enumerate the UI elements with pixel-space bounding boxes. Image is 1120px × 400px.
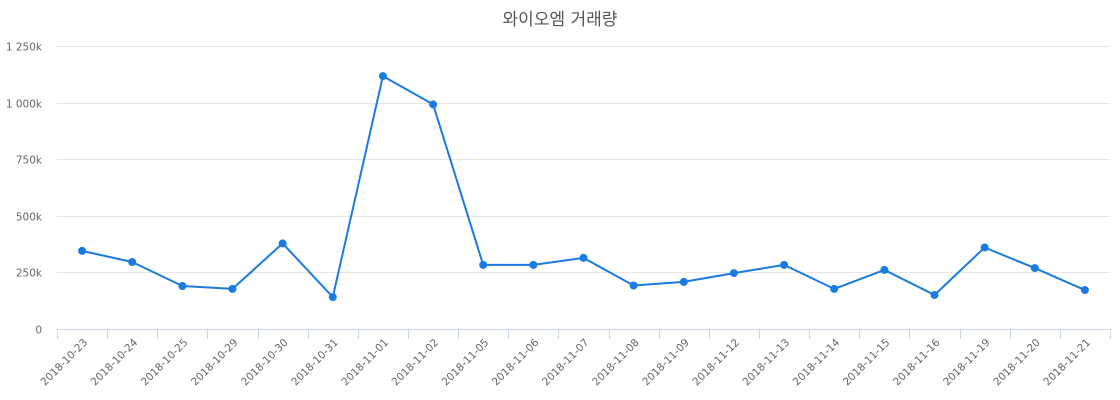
x-tick-label: 2018-11-19 xyxy=(941,337,993,389)
data-point[interactable] xyxy=(479,260,488,269)
x-tick-label: 2018-11-15 xyxy=(841,337,893,389)
data-point[interactable] xyxy=(729,269,738,278)
x-tick-label: 2018-11-05 xyxy=(440,337,492,389)
data-point[interactable] xyxy=(880,265,889,274)
x-tick-label: 2018-11-01 xyxy=(339,337,391,389)
y-tick-label: 750k xyxy=(16,155,43,167)
data-point[interactable] xyxy=(1030,264,1039,273)
x-tick-label: 2018-11-14 xyxy=(791,336,843,388)
x-tick-label: 2018-11-08 xyxy=(590,337,642,389)
data-point[interactable] xyxy=(579,253,588,262)
x-tick-label: 2018-11-09 xyxy=(640,337,692,389)
series-line xyxy=(78,72,1089,302)
y-tick-label: 1 000k xyxy=(6,99,43,111)
data-point[interactable] xyxy=(178,282,187,290)
data-line xyxy=(81,75,1086,299)
x-tick-label: 2018-10-29 xyxy=(189,337,241,389)
x-tick-label: 2018-10-31 xyxy=(289,337,341,389)
gridlines xyxy=(57,46,1110,273)
data-point[interactable] xyxy=(228,284,237,293)
data-point[interactable] xyxy=(780,260,789,269)
data-point[interactable] xyxy=(128,258,137,266)
data-point[interactable] xyxy=(1080,286,1089,295)
y-tick-label: 500k xyxy=(16,212,43,224)
x-tick-label: 2018-11-16 xyxy=(891,336,943,388)
x-tick-label: 2018-11-02 xyxy=(390,337,442,389)
x-axis: 2018-10-232018-10-242018-10-252018-10-29… xyxy=(39,329,1111,388)
x-tick-label: 2018-11-07 xyxy=(540,337,592,389)
x-tick-label: 2018-10-24 xyxy=(89,336,141,388)
data-point[interactable] xyxy=(78,246,87,255)
data-point[interactable] xyxy=(378,72,387,81)
x-tick-label: 2018-11-21 xyxy=(1041,337,1093,389)
x-tick-label: 2018-11-13 xyxy=(741,337,793,389)
x-tick-label: 2018-11-12 xyxy=(690,337,742,389)
x-tick-label: 2018-10-30 xyxy=(239,337,291,389)
x-tick-label: 2018-11-20 xyxy=(991,337,1043,389)
data-point[interactable] xyxy=(328,293,337,302)
data-point[interactable] xyxy=(830,284,839,293)
chart-title: 와이오엠 거래량 xyxy=(502,10,618,30)
x-tick-label: 2018-10-23 xyxy=(39,337,91,389)
y-axis: 0 250k 500k 750k 1 000k 1 250k xyxy=(6,42,43,337)
data-point[interactable] xyxy=(679,277,688,286)
data-point[interactable] xyxy=(629,281,638,290)
data-point[interactable] xyxy=(429,100,438,109)
data-point[interactable] xyxy=(529,260,538,269)
data-point[interactable] xyxy=(278,239,287,248)
y-tick-label: 0 xyxy=(35,325,42,337)
y-tick-label: 250k xyxy=(16,268,43,280)
data-point[interactable] xyxy=(980,243,989,252)
y-tick-label: 1 250k xyxy=(6,42,43,54)
data-point[interactable] xyxy=(930,291,939,299)
x-tick-label: 2018-11-06 xyxy=(490,336,542,388)
x-tick-label: 2018-10-25 xyxy=(139,337,191,389)
